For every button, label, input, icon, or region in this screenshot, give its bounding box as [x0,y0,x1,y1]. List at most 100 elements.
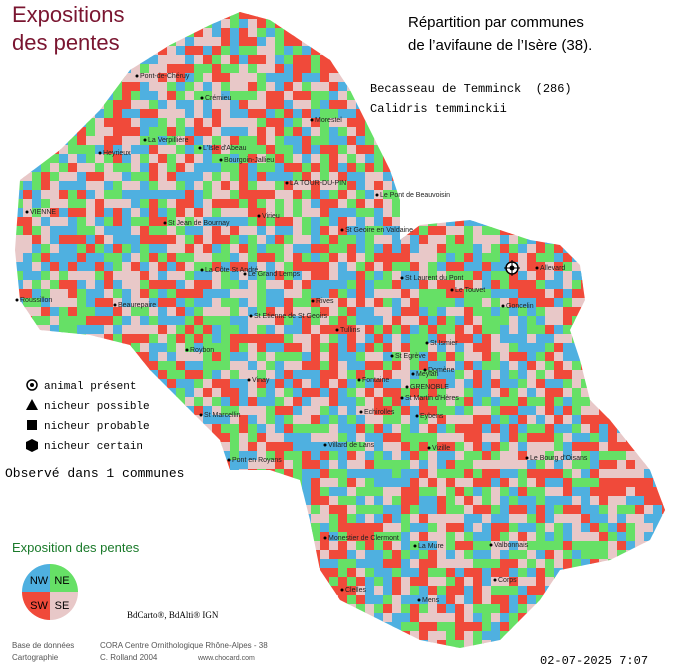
slope-patch [356,28,369,37]
slope-patch [338,127,349,136]
slope-patch [644,172,657,181]
slope-patch [185,262,198,271]
slope-patch [257,217,269,226]
slope-patch [266,271,278,280]
slope-patch [248,469,260,478]
slope-patch [554,334,567,343]
slope-patch [113,262,124,271]
slope-patch [545,208,558,217]
slope-patch [347,154,360,163]
slope-patch [176,19,187,28]
slope-patch [149,208,160,217]
slope-patch [86,559,96,568]
slope-patch [329,334,340,343]
slope-patch [410,577,423,586]
slope-patch [419,577,430,586]
slope-patch [59,100,70,109]
slope-patch [311,37,322,46]
slope-patch [131,118,143,127]
slope-patch [572,181,584,190]
slope-patch [41,127,51,136]
slope-patch [428,145,441,154]
slope-patch [95,55,108,64]
slope-patch [95,307,108,316]
slope-patch [455,316,468,325]
slope-patch [311,370,321,379]
slope-patch [626,577,636,586]
slope-patch [230,181,243,190]
slope-patch [599,271,609,280]
slope-patch [50,172,60,181]
slope-patch [275,12,285,19]
slope-patch [95,190,105,199]
slope-patch [491,433,504,442]
slope-patch [428,253,441,262]
slope-patch [203,289,214,298]
slope-patch [212,37,225,46]
slope-patch [563,334,576,343]
slope-patch [572,460,584,469]
slope-patch [248,424,260,433]
slope-patch [527,478,537,487]
slope-patch [437,73,448,82]
slope-patch [338,604,351,613]
slope-patch [653,424,665,433]
slope-patch [455,577,466,586]
slope-patch [635,244,645,253]
slope-patch [95,343,105,352]
slope-patch [635,370,647,379]
slope-patch [104,613,115,622]
slope-patch [320,334,332,343]
slope-patch [86,217,96,226]
slope-patch [167,379,178,388]
slope-patch [653,109,664,118]
slope-patch [356,316,369,325]
slope-patch [293,577,305,586]
slope-patch [401,244,412,253]
slope-patch [635,442,646,451]
slope-patch [599,55,611,64]
slope-patch [518,361,529,370]
slope-patch [545,127,557,136]
slope-patch [536,190,547,199]
slope-patch [644,424,657,433]
slope-patch [527,451,539,460]
slope-patch [500,523,511,532]
slope-patch [635,550,645,559]
slope-patch [572,262,585,271]
slope-patch [473,253,484,262]
slope-patch [563,613,575,622]
slope-patch [518,172,529,181]
slope-patch [167,64,180,73]
slope-patch [572,379,585,388]
slope-patch [446,208,458,217]
slope-patch [617,388,627,397]
slope-patch [572,172,584,181]
slope-patch [383,487,393,496]
slope-patch [428,370,440,379]
slope-patch [545,541,558,550]
slope-patch [554,235,566,244]
slope-patch [257,307,268,316]
slope-patch [347,127,357,136]
slope-patch [662,298,665,307]
slope-patch [176,370,189,379]
slope-patch [194,253,207,262]
slope-patch [266,253,279,262]
slope-patch [122,568,135,577]
slope-patch [635,595,648,604]
slope-patch [419,343,431,352]
slope-patch [275,190,285,199]
slope-patch [437,514,448,523]
slope-patch [401,73,412,82]
slope-patch [365,586,377,595]
slope-patch [203,244,215,253]
slope-patch [563,244,576,253]
slope-patch [320,181,332,190]
slope-patch [50,298,62,307]
slope-patch [212,442,223,451]
slope-patch [365,370,377,379]
slope-patch [338,208,349,217]
slope-patch [257,28,268,37]
slope-patch [626,28,638,37]
